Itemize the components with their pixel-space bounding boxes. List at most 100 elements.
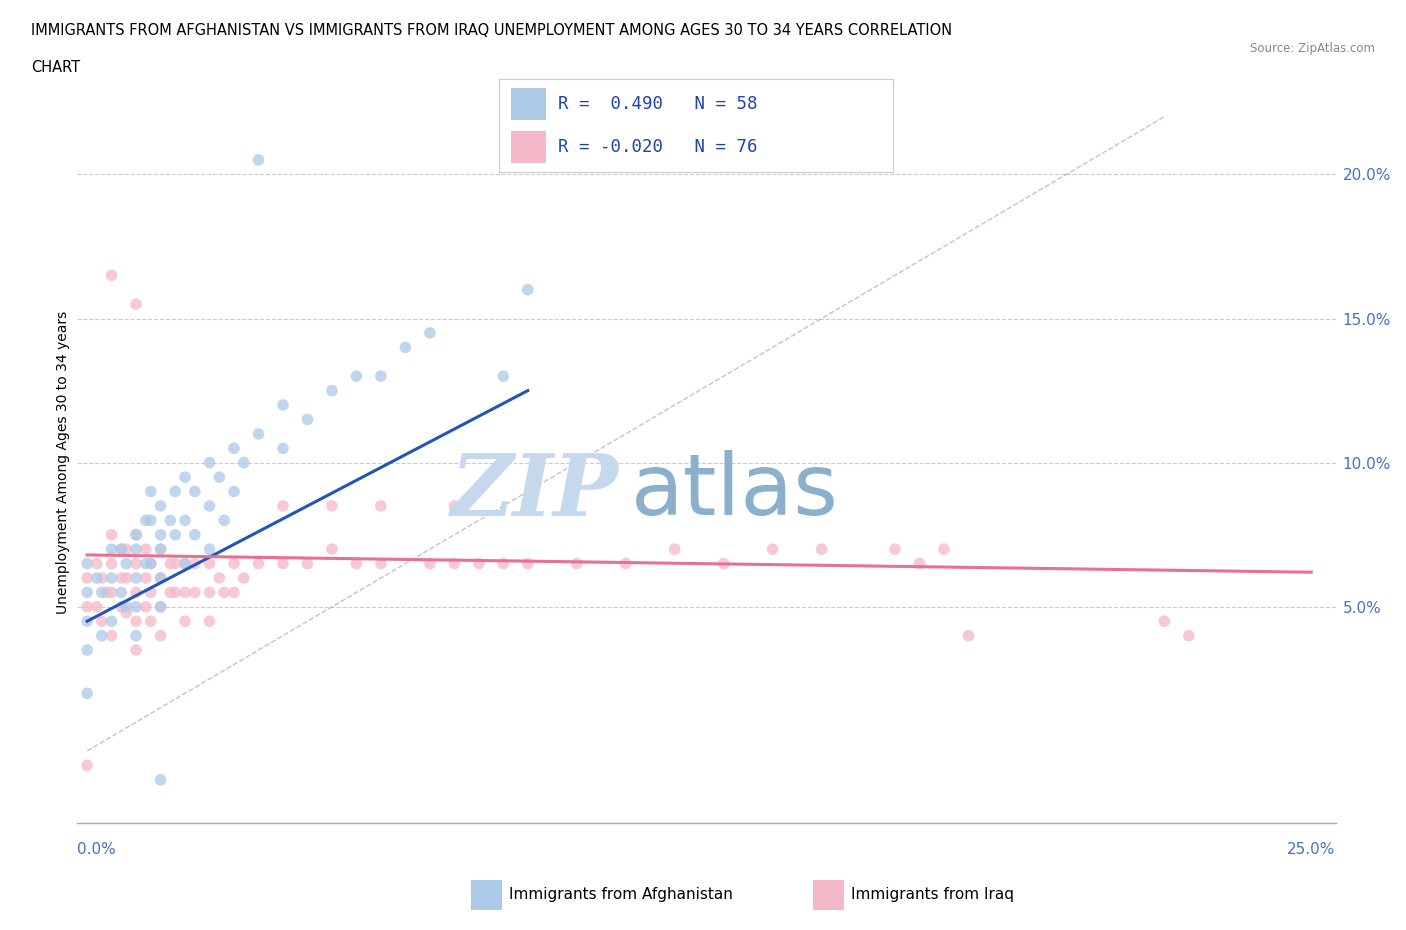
Point (149, 498, 172, 513)
Point (165, 485, 187, 499)
Point (908, 556, 931, 571)
Point (125, 541, 148, 556)
Point (125, 297, 148, 312)
Point (139, 585, 162, 600)
Point (139, 556, 162, 571)
Point (370, 498, 392, 513)
Point (614, 556, 637, 571)
Point (419, 556, 441, 571)
Point (370, 556, 392, 571)
Point (932, 541, 955, 556)
Text: IMMIGRANTS FROM AFGHANISTAN VS IMMIGRANTS FROM IRAQ UNEMPLOYMENT AMONG AGES 30 T: IMMIGRANTS FROM AFGHANISTAN VS IMMIGRANT… (31, 23, 952, 38)
Point (76, 758, 98, 773)
Point (115, 556, 138, 571)
Point (125, 527, 148, 542)
Text: R = -0.020   N = 76: R = -0.020 N = 76 (558, 138, 758, 156)
Point (139, 556, 162, 571)
Point (174, 470, 197, 485)
Point (90, 585, 112, 600)
Point (165, 556, 187, 571)
Point (222, 585, 245, 600)
Point (139, 614, 162, 629)
Point (198, 456, 221, 471)
Point (86, 556, 108, 571)
Point (100, 268, 122, 283)
Point (110, 541, 132, 556)
Point (149, 541, 172, 556)
Point (198, 498, 221, 513)
Point (135, 600, 157, 615)
Point (135, 513, 157, 528)
Point (125, 600, 148, 615)
Text: R =  0.490   N = 58: R = 0.490 N = 58 (558, 95, 758, 113)
Point (149, 600, 172, 615)
Point (139, 485, 162, 499)
Point (321, 383, 343, 398)
Point (149, 527, 172, 542)
Point (174, 513, 197, 528)
Point (96, 585, 118, 600)
Point (516, 283, 538, 298)
Point (149, 541, 172, 556)
Point (76, 614, 98, 629)
Point (100, 614, 122, 629)
Point (76, 571, 98, 586)
Point (810, 541, 832, 556)
Point (492, 369, 515, 384)
Point (346, 369, 368, 384)
Point (149, 600, 172, 615)
Point (139, 513, 162, 528)
Point (100, 585, 122, 600)
Point (100, 571, 122, 586)
Point (100, 629, 122, 644)
Point (321, 541, 343, 556)
Point (174, 585, 197, 600)
Point (110, 600, 132, 615)
Point (100, 556, 122, 571)
Point (184, 585, 207, 600)
Text: Source: ZipAtlas.com: Source: ZipAtlas.com (1250, 42, 1375, 55)
Bar (510, 88, 547, 120)
Point (713, 556, 735, 571)
Point (86, 571, 108, 586)
Point (165, 585, 187, 600)
Point (149, 571, 172, 586)
Point (110, 585, 132, 600)
Point (90, 614, 112, 629)
Point (159, 513, 181, 528)
Point (198, 556, 221, 571)
Point (149, 772, 172, 787)
Point (222, 556, 245, 571)
Text: CHART: CHART (31, 60, 80, 75)
Point (115, 600, 138, 615)
Point (135, 556, 157, 571)
Point (125, 614, 148, 629)
Point (664, 541, 686, 556)
Point (198, 541, 221, 556)
Point (76, 600, 98, 615)
Point (565, 556, 588, 571)
Point (76, 643, 98, 658)
Point (762, 541, 785, 556)
Point (115, 605, 138, 620)
Point (125, 643, 148, 658)
Point (184, 527, 207, 542)
Point (516, 556, 538, 571)
Point (125, 556, 148, 571)
Point (165, 527, 187, 542)
Point (198, 614, 221, 629)
Point (212, 585, 235, 600)
Point (271, 556, 294, 571)
Point (110, 541, 132, 556)
Point (1153, 614, 1175, 629)
Point (321, 498, 343, 513)
Point (297, 556, 319, 571)
Text: Immigrants from Iraq: Immigrants from Iraq (851, 887, 1014, 902)
Point (76, 585, 98, 600)
Point (125, 571, 148, 586)
Point (90, 571, 112, 586)
Point (184, 485, 207, 499)
Point (1178, 629, 1201, 644)
Point (297, 412, 319, 427)
Point (110, 571, 132, 586)
